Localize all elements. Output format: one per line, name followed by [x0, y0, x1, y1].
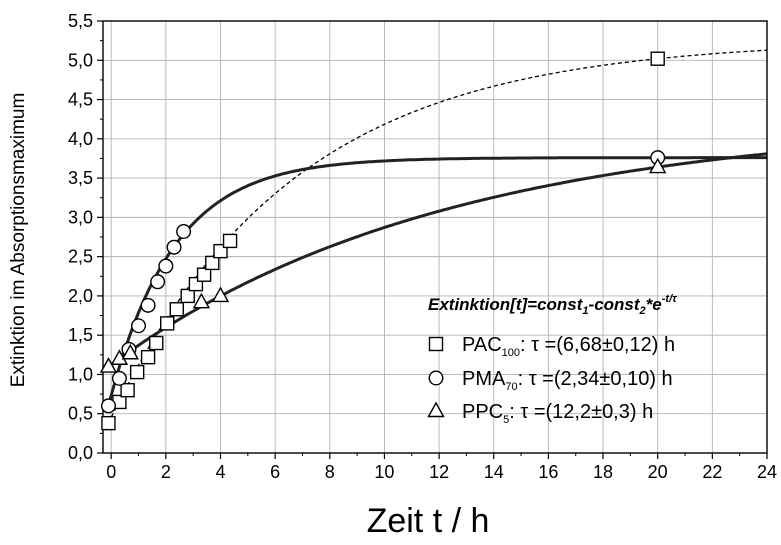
marker-pac	[149, 335, 164, 351]
marker-pma	[140, 297, 156, 313]
formula-subscript: 2	[639, 305, 646, 317]
formula-part: *e	[646, 295, 662, 314]
marker-pac	[129, 364, 145, 380]
y-tick-label: 1,0	[68, 364, 93, 384]
marker-pma	[100, 398, 116, 414]
formula-part: Extinktion[t]=const	[428, 295, 584, 314]
y-tick-label: 4,0	[68, 129, 93, 149]
marker-pac	[650, 51, 665, 66]
legend: Extinktion[t]=const1-const2*e-t/τ PAC100:…	[427, 293, 677, 426]
legend-series-name: PAC	[462, 334, 502, 356]
y-tick-label: 5,0	[68, 50, 93, 70]
legend-marker-ppc	[427, 401, 445, 418]
marker-pac	[120, 382, 135, 398]
marker-ppc	[99, 357, 118, 373]
y-tick-label: 3,5	[68, 168, 93, 188]
y-tick-label: 4,5	[68, 90, 93, 110]
y-tick-label: 0,0	[68, 443, 93, 463]
legend-label-pac: PAC100: τ =(6,68±0,12) h	[462, 334, 675, 359]
x-tick-label: 16	[538, 462, 558, 482]
legend-label-ppc: PPC5: τ =(12,2±0,3) h	[462, 401, 653, 426]
marker-pac	[222, 233, 238, 249]
x-tick-label: 20	[648, 462, 668, 482]
x-tick-label: 8	[325, 462, 335, 482]
legend-series-name: PPC	[462, 401, 503, 423]
legend-marker-pac	[428, 336, 444, 352]
marker-pma	[111, 370, 127, 386]
formula-superscript: -t/τ	[662, 293, 677, 305]
formula-subscript: 1	[582, 305, 588, 317]
marker-pma	[131, 318, 147, 334]
legend-fit-label: : τ =(6,68±0,12) h	[520, 334, 675, 356]
legend-series-subscript: 100	[502, 347, 520, 359]
marker-pma	[150, 274, 166, 290]
marker-pac	[140, 349, 156, 365]
marker-ppc	[211, 286, 230, 303]
marker-pac	[196, 267, 212, 282]
x-tick-label: 4	[215, 462, 225, 482]
legend-series-subscript: 70	[505, 381, 517, 393]
legend-formula: Extinktion[t]=const1-const2*e-t/τ	[428, 293, 677, 317]
marker-ppc	[121, 343, 140, 360]
legend-fit-label: : τ =(12,2±0,3) h	[509, 401, 653, 423]
marker-pma	[176, 224, 192, 240]
x-axis-title: Zeit t / h	[367, 502, 490, 540]
legend-series-subscript: 5	[503, 414, 509, 426]
y-tick-label: 2,0	[68, 286, 93, 306]
formula-part: -const	[589, 295, 641, 314]
x-tick-label: 12	[429, 462, 449, 482]
marker-pma	[158, 258, 174, 274]
axis-ticks: 0 2 4 6 8 10 12 14 16 18 20 22 240,00,51,01,52,02,53…	[68, 11, 777, 482]
y-tick-label: 1,5	[68, 325, 93, 345]
y-tick-label: 2,5	[68, 247, 93, 267]
marker-pac	[169, 302, 184, 317]
x-tick-label: 2	[161, 462, 171, 482]
legend-series-name: PMA	[462, 368, 506, 390]
y-tick-label: 3,0	[68, 207, 93, 227]
x-tick-label: 6	[270, 462, 280, 482]
marker-pma	[166, 239, 182, 255]
legend-label-pma: PMA70: τ =(2,34±0,10) h	[462, 368, 673, 393]
marker-pac	[160, 316, 175, 331]
data-markers	[99, 51, 667, 431]
x-tick-label: 24	[757, 462, 777, 482]
y-tick-label: 5,5	[68, 11, 93, 31]
marker-pac	[101, 415, 116, 431]
y-tick-label: 0,5	[68, 404, 93, 424]
y-axis-title: Extinktion im Absorptionsmaximum	[8, 93, 29, 388]
x-tick-label: 10	[374, 462, 394, 482]
x-tick-label: 22	[702, 462, 722, 482]
legend-marker-pma	[428, 370, 444, 386]
x-tick-label: 0	[106, 462, 116, 482]
marker-ppc	[649, 157, 667, 174]
x-tick-label: 18	[593, 462, 613, 482]
marker-ppc	[192, 292, 211, 309]
legend-fit-label: : τ =(2,34±0,10) h	[518, 368, 673, 390]
marker-pac	[180, 288, 195, 304]
x-tick-label: 14	[484, 462, 504, 482]
marker-pac	[205, 255, 220, 271]
